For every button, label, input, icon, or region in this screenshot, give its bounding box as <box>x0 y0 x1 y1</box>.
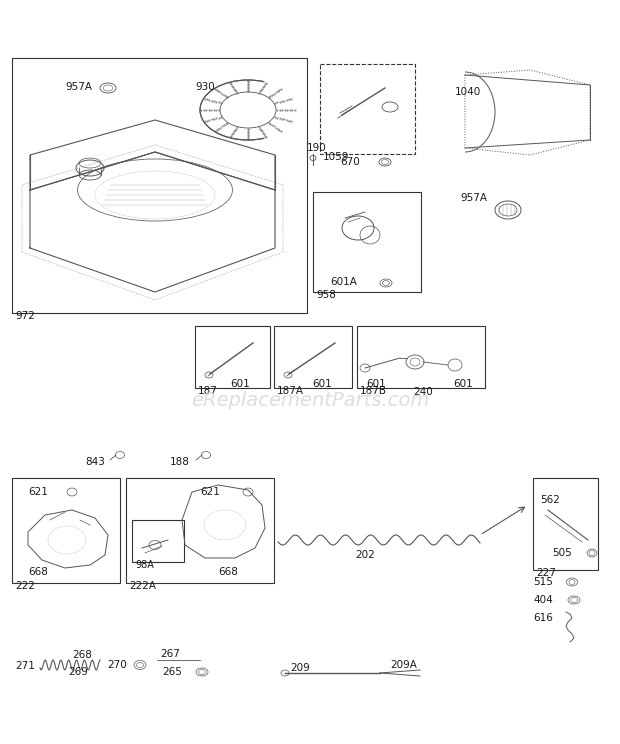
Text: 265: 265 <box>162 667 182 677</box>
Text: 187A: 187A <box>277 386 304 396</box>
Text: 269: 269 <box>68 667 88 677</box>
Bar <box>12 478 120 583</box>
Text: 562: 562 <box>540 495 560 505</box>
Text: 601: 601 <box>312 379 332 389</box>
Text: 209: 209 <box>290 663 310 673</box>
Text: 958: 958 <box>316 290 336 300</box>
Text: 190: 190 <box>307 143 327 153</box>
Text: 621: 621 <box>200 487 220 497</box>
Text: 515: 515 <box>533 577 553 587</box>
Bar <box>132 520 184 562</box>
Text: 957A: 957A <box>65 82 92 92</box>
Text: 1059: 1059 <box>323 152 350 162</box>
Text: 240: 240 <box>413 387 433 397</box>
Bar <box>313 192 421 292</box>
Text: eReplacementParts.com: eReplacementParts.com <box>191 391 429 409</box>
Bar <box>320 64 415 154</box>
Text: 1040: 1040 <box>455 87 481 97</box>
Text: 505: 505 <box>552 548 572 558</box>
Text: 930: 930 <box>195 82 215 92</box>
Text: 957A: 957A <box>460 193 487 203</box>
Text: 972: 972 <box>15 311 35 321</box>
Text: 227: 227 <box>536 568 556 578</box>
Bar <box>357 326 485 388</box>
Text: 187: 187 <box>198 386 218 396</box>
Text: 404: 404 <box>533 595 553 605</box>
Text: 601: 601 <box>366 379 386 389</box>
Bar <box>195 326 270 388</box>
Text: 270: 270 <box>107 660 126 670</box>
Text: 670: 670 <box>340 157 360 167</box>
Text: 601: 601 <box>453 379 472 389</box>
Text: 268: 268 <box>72 650 92 660</box>
Text: 202: 202 <box>355 550 374 560</box>
Text: 621: 621 <box>28 487 48 497</box>
Bar <box>533 478 598 570</box>
Text: 668: 668 <box>218 567 238 577</box>
Bar <box>274 326 352 388</box>
Text: 267: 267 <box>160 649 180 659</box>
Bar <box>126 478 274 583</box>
Text: 601A: 601A <box>330 277 357 287</box>
Text: 843: 843 <box>85 457 105 467</box>
Text: 271: 271 <box>15 661 35 671</box>
Text: 187B: 187B <box>360 386 387 396</box>
Text: 188: 188 <box>170 457 190 467</box>
Text: 98A: 98A <box>135 560 154 570</box>
Text: 222A: 222A <box>129 581 156 591</box>
Text: 209A: 209A <box>390 660 417 670</box>
Text: 222: 222 <box>15 581 35 591</box>
Text: 601: 601 <box>230 379 250 389</box>
Text: 616: 616 <box>533 613 553 623</box>
Bar <box>12 58 307 313</box>
Text: 668: 668 <box>28 567 48 577</box>
